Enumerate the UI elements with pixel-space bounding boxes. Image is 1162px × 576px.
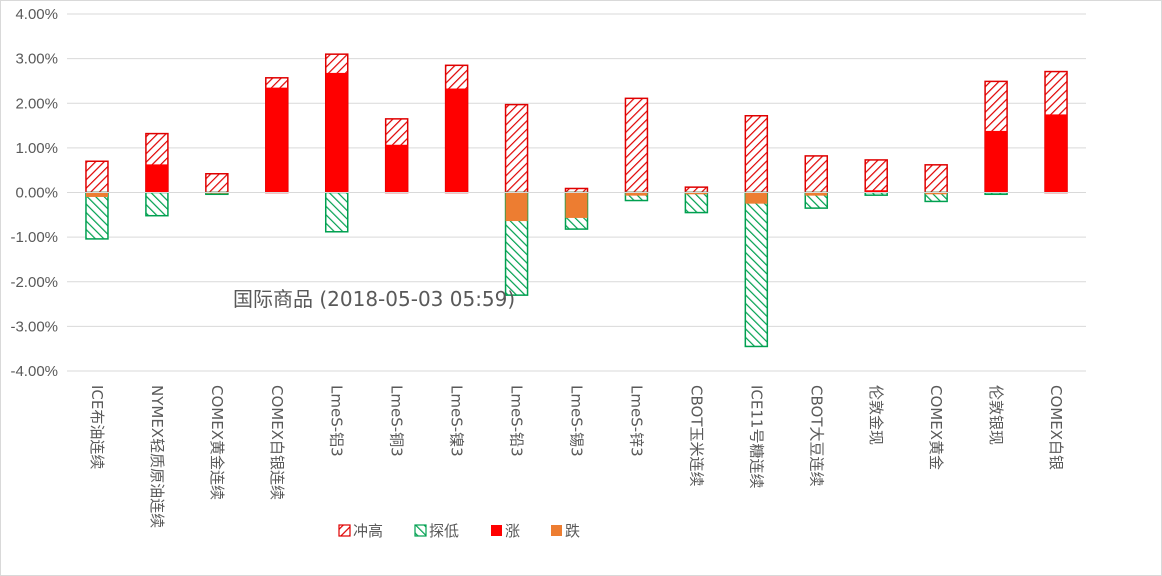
- bar-冲高: [205, 173, 229, 194]
- bar-涨: [385, 144, 408, 193]
- bars: [67, 53, 1086, 348]
- bar-冲高: [804, 155, 829, 194]
- bar-冲高: [504, 103, 529, 194]
- bar-跌: [745, 192, 768, 204]
- bar-跌: [625, 192, 648, 196]
- bar-跌: [925, 192, 948, 195]
- x-category-label: CBOT大豆连续: [807, 385, 825, 486]
- legend-swatch-冲高: [338, 524, 351, 537]
- bar-涨: [445, 88, 468, 193]
- x-category-label: 伦敦银现: [987, 385, 1005, 445]
- legend-swatch-跌: [551, 525, 562, 536]
- x-axis-category-labels: ICE布油连续 NYMEX轻质原油连续 COMEX黄金连续 COMEX白银连续 LmeS…: [88, 385, 1065, 528]
- legend: 冲高 探低 涨 跌: [338, 522, 580, 540]
- x-category-label: ICE布油连续: [88, 385, 106, 469]
- bar-探低: [684, 191, 709, 214]
- bar-冲高: [624, 97, 649, 194]
- x-category-label: COMEX白银: [1047, 385, 1065, 470]
- bar-探低: [744, 191, 769, 348]
- bar-冲高: [684, 186, 709, 194]
- legend-swatch-探低: [414, 524, 427, 537]
- bar-冲高: [85, 160, 109, 194]
- bar-涨: [865, 190, 888, 193]
- bar-涨: [265, 87, 288, 193]
- x-category-label: LmeS-铅3: [508, 385, 526, 457]
- y-tick-label: 1.00%: [15, 140, 58, 157]
- bar-冲高: [924, 164, 948, 194]
- legend-label: 探低: [429, 522, 459, 540]
- y-tick-label: -3.00%: [10, 318, 58, 335]
- x-category-label: 伦敦金现: [867, 385, 885, 445]
- bar-探低: [145, 191, 169, 217]
- bar-涨: [325, 72, 348, 193]
- y-axis-tick-labels: -4.00% -3.00% -2.00% -1.00% 0.00% 1.00% 2.00% 3…: [10, 6, 58, 380]
- bar-涨: [985, 130, 1008, 193]
- legend-swatch-涨: [491, 525, 502, 536]
- y-tick-label: -1.00%: [10, 229, 58, 246]
- x-category-label: COMEX白银连续: [268, 385, 286, 500]
- legend-label: 冲高: [353, 522, 383, 540]
- bar-跌: [85, 192, 108, 197]
- bar-冲高: [744, 114, 769, 194]
- bar-跌: [565, 192, 588, 218]
- x-category-label: NYMEX轻质原油连续: [148, 385, 166, 528]
- legend-label: 涨: [505, 522, 520, 540]
- x-category-label: COMEX黄金: [927, 385, 945, 470]
- x-category-label: LmeS-铜3: [388, 385, 406, 457]
- y-tick-label: -2.00%: [10, 274, 58, 291]
- bar-跌: [805, 192, 828, 196]
- bar-涨: [145, 164, 168, 193]
- x-category-label: LmeS-镍3: [448, 385, 466, 457]
- bar-涨: [1045, 114, 1068, 193]
- bar-跌: [505, 192, 528, 222]
- y-tick-label: 3.00%: [15, 51, 58, 68]
- x-category-label: COMEX黄金连续: [208, 385, 226, 500]
- y-tick-label: 2.00%: [15, 95, 58, 112]
- y-tick-label: -4.00%: [10, 363, 58, 380]
- x-category-label: LmeS-铝3: [328, 385, 346, 457]
- chart-title: 国际商品 (2018-05-03 05:59): [233, 287, 515, 311]
- x-category-label: CBOT玉米连续: [687, 385, 705, 486]
- bar-冲高: [864, 159, 888, 194]
- bar-跌: [685, 192, 708, 195]
- x-category-label: LmeS-锡3: [568, 385, 586, 457]
- bar-探低: [324, 191, 349, 233]
- y-tick-label: 4.00%: [15, 6, 58, 23]
- bar-探低: [85, 191, 109, 240]
- y-tick-label: 0.00%: [15, 185, 58, 202]
- legend-label: 跌: [565, 522, 580, 540]
- x-category-label: LmeS-锌3: [627, 385, 645, 457]
- x-category-label: ICE11号糖连续: [747, 385, 765, 488]
